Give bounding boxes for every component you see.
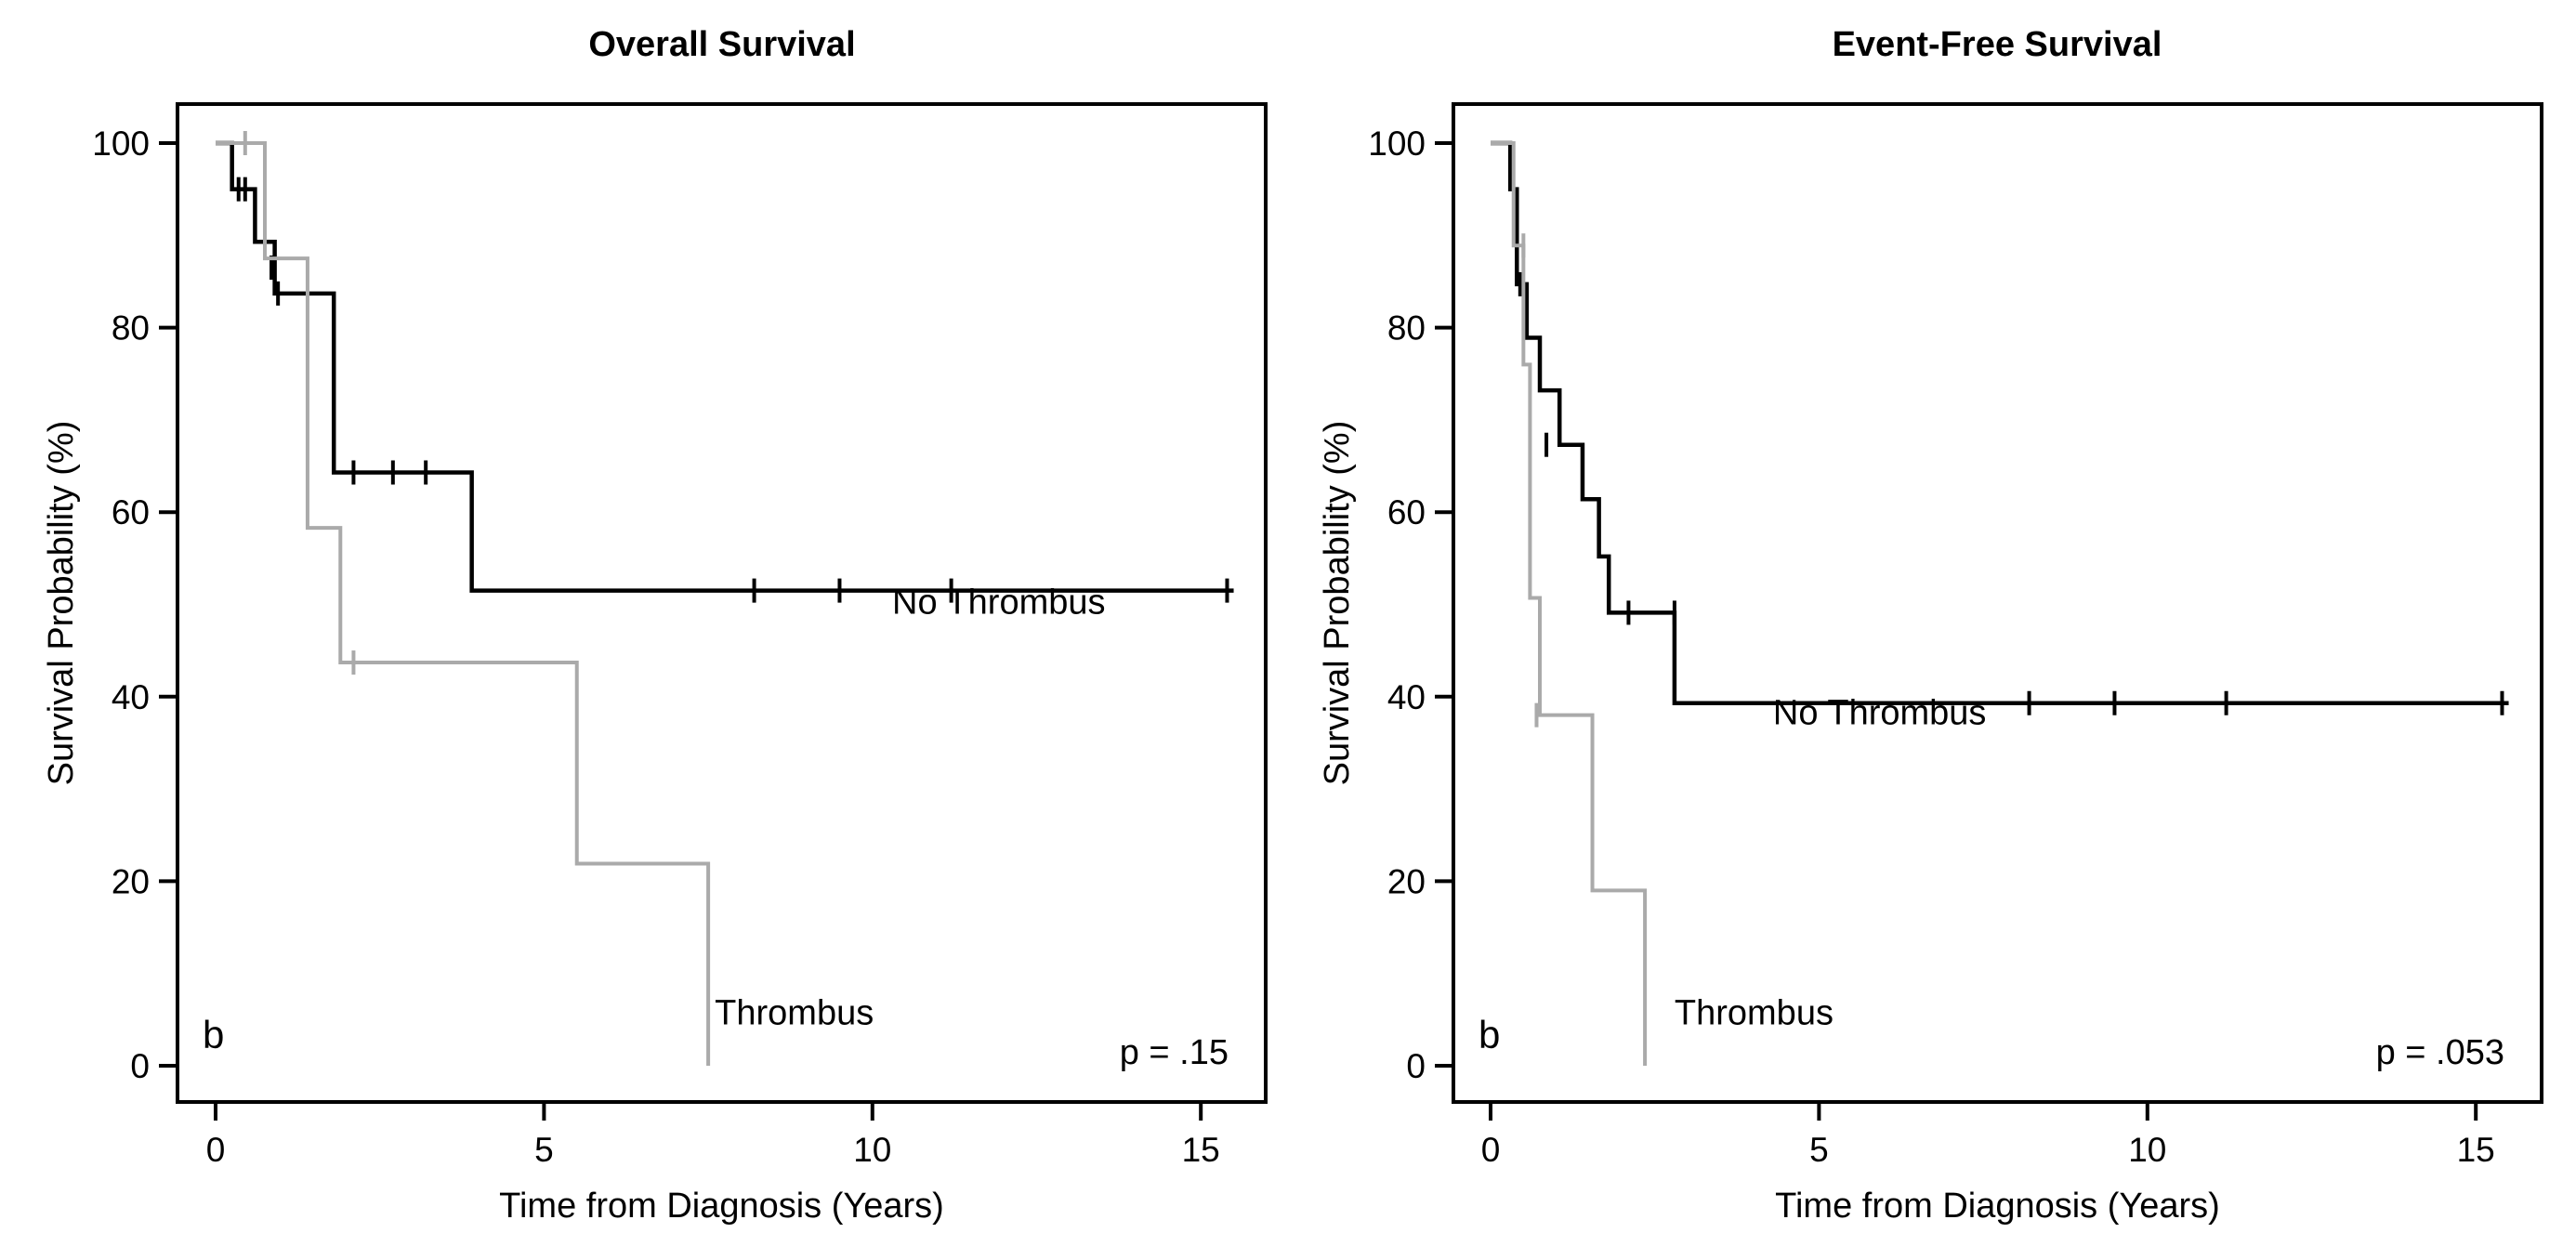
x-axis-label: Time from Diagnosis (Years) [499,1187,944,1226]
x-tick-label: 10 [2128,1131,2166,1169]
y-tick-label: 80 [112,309,150,348]
panel-letter: b [203,1013,224,1056]
chart-title: Event-Free Survival [1833,25,2162,64]
x-tick-label: 5 [1809,1131,1829,1169]
chart-panel-1: Overall Survival 0 20 40 60 80 100 0 5 10 15 Time f… [42,25,1268,1226]
survival-curve [1491,141,1648,1066]
series-thrombus: Thrombus [1491,141,1833,1066]
x-tick-label: 15 [1182,1131,1220,1169]
panel-letter: b [1479,1013,1500,1056]
x-tick-label: 0 [1481,1131,1501,1169]
x-tick-label: 15 [2457,1131,2495,1169]
series-thrombus: Thrombus [216,131,874,1066]
p-value: p = .053 [2376,1033,2504,1072]
y-tick-label: 40 [112,678,150,716]
p-value: p = .15 [1120,1033,1229,1072]
curve-label: No Thrombus [892,583,1106,622]
x-tick-label: 5 [534,1131,554,1169]
plot-frame [1452,102,2543,1104]
chart-panel-2: Event-Free Survival 0 20 40 60 80 100 0 5 10 15 Tim… [1318,25,2543,1226]
survival-curve [216,140,1234,593]
y-tick-label: 0 [130,1047,150,1085]
curve-label: No Thrombus [1773,694,1987,733]
x-axis-label: Time from Diagnosis (Years) [1775,1187,2220,1226]
series-no-thrombus: No Thrombus [216,140,1234,622]
y-tick-label: 40 [1387,678,1426,716]
y-tick-label: 20 [112,862,150,900]
y-tick-label: 20 [1387,862,1426,900]
chart-title: Overall Survival [588,25,855,64]
x-tick-label: 0 [206,1131,226,1169]
y-tick-label: 60 [112,493,150,531]
y-tick-label: 80 [1387,309,1426,348]
y-tick-label: 100 [92,125,150,163]
survival-curve [1491,140,2509,706]
curve-label: Thrombus [1675,993,1833,1032]
series-no-thrombus: No Thrombus [1491,140,2509,733]
survival-curve [216,141,711,1066]
y-tick-label: 60 [1387,493,1426,531]
y-axis-label: Survival Probability (%) [42,421,81,786]
x-tick-label: 10 [853,1131,891,1169]
y-axis-label: Survival Probability (%) [1318,421,1357,786]
y-tick-label: 0 [1406,1047,1426,1085]
y-tick-label: 100 [1368,125,1426,163]
plot-frame [176,102,1268,1104]
curve-label: Thrombus [715,993,874,1032]
